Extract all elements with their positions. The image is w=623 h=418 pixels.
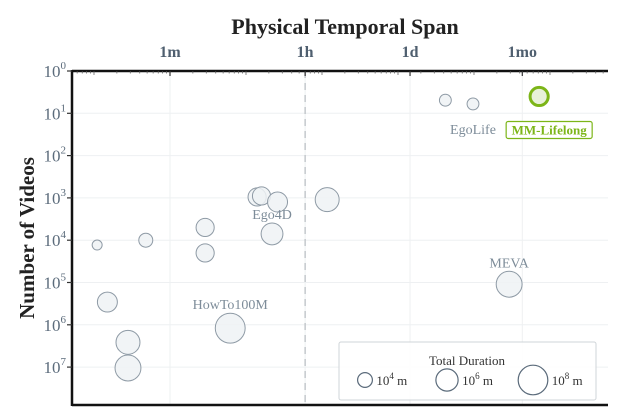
bubble [115,329,141,355]
legend-bubble [435,368,459,392]
x-tick-labels: 1m 1h 1d 1mo [159,44,537,61]
y-tick-label: 103 [44,187,67,208]
bubble-label: MEVA [489,256,529,271]
legend-bubble [517,364,549,396]
y-tick-label: 105 [44,272,67,293]
axes [67,69,608,407]
bubble [466,97,480,111]
y-tick-label: 102 [44,145,67,166]
bubble [91,239,103,251]
bubble [438,93,452,107]
bubble [138,232,154,248]
bubble-label: MM-Lifelong [512,122,588,137]
y-tick-labels: 100 101 102 103 104 105 106 107 [44,60,67,377]
legend-box [338,341,597,401]
bubble [260,222,284,246]
legend-entry-label: 104 m [376,371,407,388]
bubble [195,243,215,263]
y-tick-label: 100 [44,60,67,81]
bubble [495,270,523,298]
bubble [96,291,118,313]
y-tick-label: 106 [44,314,67,335]
y-axis-label: Number of Videos [15,157,39,319]
label-box [505,120,593,140]
x-tick-label: 1m [159,44,181,61]
bubbles: HowTo100M Ego4D EgoLife MM-Lifelong MEVA [91,85,593,382]
legend-entry-label: 106 m [462,371,493,388]
chart-title: Physical Temporal Span [231,14,458,39]
bubble-label: HowTo100M [193,298,269,313]
legend-bubble [357,372,374,389]
y-tick-label: 104 [44,229,67,250]
bubble [314,187,340,213]
bubble [267,191,289,213]
x-tick-label: 1mo [508,44,537,61]
bubble-label: EgoLife [450,123,496,138]
bubble-label: Ego4D [252,208,292,223]
bubble [114,354,142,382]
bubble [214,312,246,344]
x-tick-label: 1h [297,44,314,61]
bubble [195,217,215,238]
y-tick-label: 107 [44,356,67,377]
highlight-label-box: MM-Lifelong [505,120,593,140]
y-tick-label: 101 [44,102,67,123]
x-tick-label: 1d [402,44,419,61]
legend-title: Total Duration [429,353,505,368]
size-legend: Total Duration 104 m 106 m 108 m [338,341,597,401]
bubble-highlight [528,85,550,108]
legend-entry-label: 108 m [552,371,583,388]
